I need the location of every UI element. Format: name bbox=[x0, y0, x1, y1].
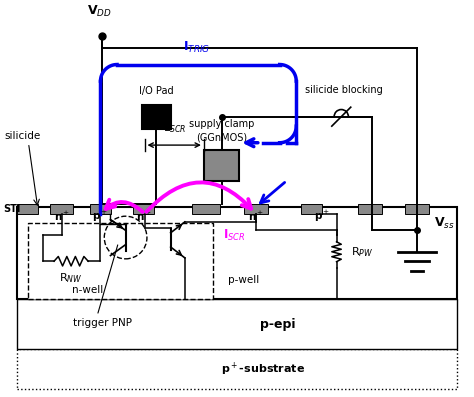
Text: p$^+$-substrate: p$^+$-substrate bbox=[221, 360, 305, 378]
Bar bbox=[142, 105, 171, 129]
Text: I$_{SCR}$: I$_{SCR}$ bbox=[223, 227, 245, 243]
Bar bbox=[204, 150, 239, 181]
Bar bbox=[358, 204, 382, 214]
Bar bbox=[17, 299, 457, 349]
Bar bbox=[192, 204, 220, 214]
Bar bbox=[90, 204, 111, 214]
Bar bbox=[133, 204, 154, 214]
Bar bbox=[28, 223, 213, 299]
Bar bbox=[50, 204, 73, 214]
Text: R$_{PW}$: R$_{PW}$ bbox=[351, 245, 373, 258]
Text: p$^+$: p$^+$ bbox=[314, 209, 330, 224]
Text: V$_{DD}$: V$_{DD}$ bbox=[87, 4, 112, 19]
Bar bbox=[17, 349, 457, 389]
Text: (GGnMOS): (GGnMOS) bbox=[196, 132, 247, 142]
Bar bbox=[17, 204, 38, 214]
Text: silicide blocking: silicide blocking bbox=[305, 85, 383, 95]
Bar bbox=[405, 204, 429, 214]
Bar bbox=[244, 204, 268, 214]
Text: n$^+$: n$^+$ bbox=[137, 210, 153, 223]
Text: p-epi: p-epi bbox=[260, 318, 295, 331]
Text: n$^+$: n$^+$ bbox=[248, 210, 264, 223]
Text: I$_{TRIG}$: I$_{TRIG}$ bbox=[183, 40, 210, 55]
Text: p$^+$: p$^+$ bbox=[92, 209, 109, 224]
Text: V$_{ss}$: V$_{ss}$ bbox=[434, 216, 455, 231]
Bar bbox=[301, 204, 322, 214]
Text: n-well: n-well bbox=[72, 285, 103, 295]
Text: silicide: silicide bbox=[5, 131, 41, 141]
Bar bbox=[17, 207, 457, 299]
Text: R$_{NW}$: R$_{NW}$ bbox=[59, 272, 83, 285]
Text: n$^+$: n$^+$ bbox=[54, 210, 70, 223]
Text: L$_{SCR}$: L$_{SCR}$ bbox=[163, 121, 186, 135]
Text: STI: STI bbox=[3, 204, 21, 214]
Text: supply clamp: supply clamp bbox=[189, 119, 254, 129]
Text: trigger PNP: trigger PNP bbox=[73, 318, 132, 328]
Text: p-well: p-well bbox=[228, 275, 260, 285]
Text: I/O Pad: I/O Pad bbox=[139, 86, 174, 96]
